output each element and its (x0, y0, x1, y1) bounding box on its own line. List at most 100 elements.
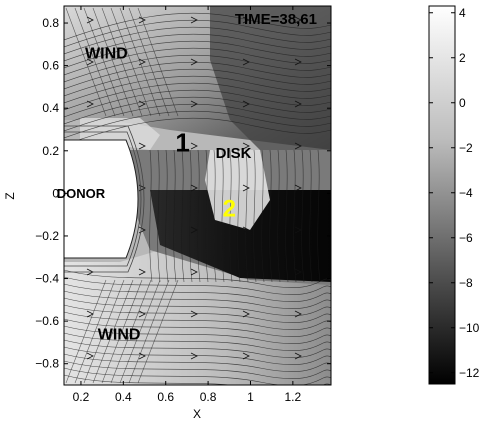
flow-arrow (190, 310, 198, 318)
streamline (64, 110, 331, 139)
y-tick-label: 0.8 (42, 16, 59, 30)
flow-arrow (190, 58, 198, 66)
annotation-label: WIND (85, 45, 128, 62)
streamline (64, 269, 331, 288)
streamline (101, 279, 143, 384)
streamline (64, 117, 331, 146)
flow-arrow (242, 310, 250, 318)
streamline (149, 149, 153, 283)
streamline (64, 68, 331, 97)
streamline (92, 7, 134, 117)
streamline (64, 96, 331, 125)
streamline (101, 7, 143, 117)
flow-arrow (190, 16, 198, 24)
x-axis-label: X (193, 407, 201, 421)
flow-arrow (138, 16, 146, 24)
streamline (110, 7, 152, 117)
streamline (277, 149, 281, 283)
flow-arrow (242, 184, 250, 192)
x-tick-label: 0.2 (73, 390, 90, 404)
flow-arrow (138, 310, 146, 318)
streamline (64, 276, 331, 295)
streamline (253, 149, 257, 283)
streamline (64, 103, 331, 132)
flow-arrow (190, 184, 198, 192)
streamline (189, 149, 193, 283)
flow-arrow (242, 16, 250, 24)
annotation-label: 2 (223, 196, 236, 223)
flow-arrow (86, 58, 94, 66)
streamline (128, 7, 170, 117)
streamline (65, 279, 107, 384)
streamline (64, 26, 331, 55)
streamline (301, 149, 305, 283)
streamline (64, 311, 331, 330)
streamline (245, 149, 249, 283)
heatmap-field (64, 6, 331, 385)
flow-arrow (138, 142, 146, 150)
x-tick-label: 1.2 (285, 390, 302, 404)
streamline (74, 7, 116, 117)
annotation-label: DISK (216, 145, 252, 162)
y-tick-label: 0.4 (42, 101, 59, 115)
streamline (309, 149, 313, 283)
x-axis: 0.2 0.4 0.6 0.8 1 1.2 (73, 6, 302, 404)
y-tick-label: 0.6 (42, 59, 59, 73)
y-tick-label: −0.4 (35, 272, 59, 286)
annotation-label: TIME=38,61 (235, 11, 317, 28)
streamline (64, 297, 331, 316)
colorbar-tick-label: −8 (459, 276, 473, 290)
y-tick-label: 0 (52, 186, 59, 200)
streamline (237, 149, 241, 283)
streamline (165, 149, 169, 283)
streamline (64, 360, 331, 379)
flow-arrow (138, 268, 146, 276)
flow-arrow (138, 352, 146, 360)
streamlines (64, 7, 331, 385)
streamline (229, 149, 233, 283)
flow-arrow (294, 100, 302, 108)
streamline (285, 149, 289, 283)
streamline (205, 149, 209, 283)
colorbar-tick-label: −12 (459, 366, 480, 380)
colorbar-tick-label: −2 (459, 141, 473, 155)
flow-arrow (294, 226, 302, 234)
flow-arrow (190, 352, 198, 360)
colorbar-axis: 4 2 0 −2 −4 −6 −8 −10 −12 (429, 6, 480, 380)
flow-arrow (86, 352, 94, 360)
streamline (64, 54, 331, 83)
flow-arrow (190, 268, 198, 276)
y-tick-label: −0.6 (35, 314, 59, 328)
annotation-label: WIND (98, 326, 141, 343)
streamline (110, 279, 152, 384)
annotations: TIME=38,61 WIND 1 DISK DONOR 2 WIND (57, 11, 317, 343)
streamline (269, 149, 273, 283)
y-axis-label: Z (3, 192, 17, 199)
streamline (64, 374, 331, 385)
streamline (64, 353, 331, 372)
annotation-label: 1 (175, 127, 189, 157)
flow-arrow (294, 268, 302, 276)
colorbar (429, 6, 455, 384)
flow-arrow (242, 352, 250, 360)
annotation-label: DONOR (57, 186, 106, 201)
flow-arrow (294, 310, 302, 318)
colorbar-tick-label: 2 (459, 51, 466, 65)
flow-arrow (190, 100, 198, 108)
flow-arrow (190, 226, 198, 234)
flow-arrow (86, 100, 94, 108)
flow-arrow (242, 100, 250, 108)
streamline (64, 367, 331, 385)
streamline (64, 40, 331, 69)
streamline (64, 19, 331, 48)
streamline (64, 290, 331, 309)
streamline (64, 332, 331, 351)
x-tick-label: 0.4 (115, 390, 132, 404)
streamline (261, 149, 265, 283)
colorbar-tick-label: −6 (459, 231, 473, 245)
colorbar-tick-label: −4 (459, 186, 473, 200)
plot-frame (63, 5, 332, 386)
streamline (119, 279, 161, 384)
flow-arrow (138, 100, 146, 108)
colorbar-frame (428, 5, 456, 385)
